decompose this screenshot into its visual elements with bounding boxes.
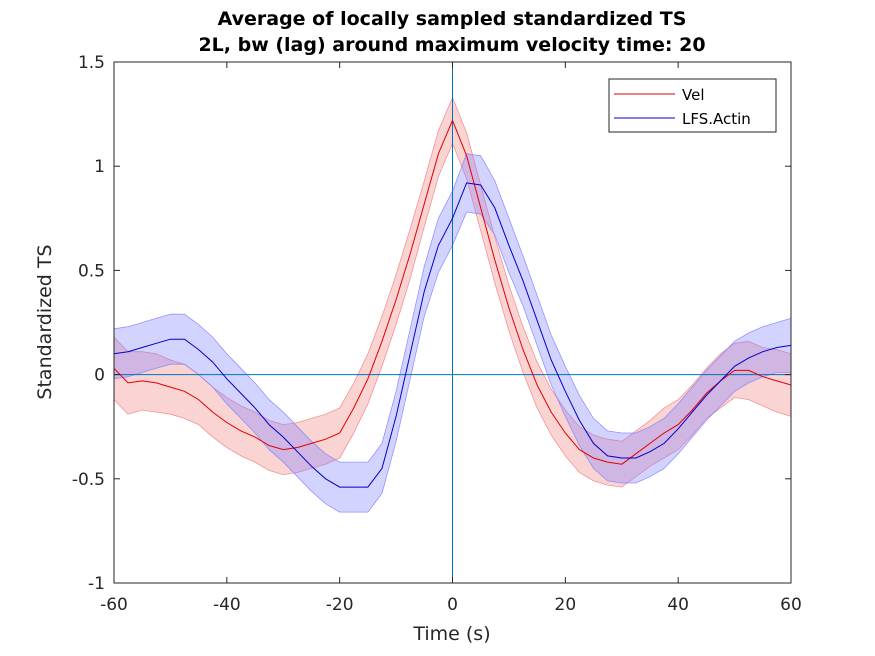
x-tick-label: -20 <box>326 595 354 615</box>
chart-subtitle: 2L, bw (lag) around maximum velocity tim… <box>198 34 705 56</box>
y-axis-ticks: 1.5 1 0.5 0 -0.5 -1 <box>72 53 791 594</box>
x-tick-label: 60 <box>780 595 802 615</box>
series-line-lfs-actin <box>113 182 792 488</box>
y-axis-label: Standardized TS <box>34 244 56 399</box>
y-tick-label: 1.5 <box>78 53 105 73</box>
y-tick-label: 1 <box>94 157 105 177</box>
x-tick-label: 40 <box>667 595 689 615</box>
series-lines <box>113 119 792 488</box>
y-tick-label: -1 <box>88 574 105 594</box>
y-tick-label: 0 <box>94 366 105 386</box>
x-axis-label: Time (s) <box>412 623 490 645</box>
legend-label-lfs-actin: LFS.Actin <box>682 110 751 128</box>
x-tick-label: 0 <box>447 595 458 615</box>
x-tick-label: 20 <box>555 595 577 615</box>
legend-box <box>608 78 777 133</box>
y-tick-label: -0.5 <box>72 470 105 490</box>
x-tick-label: -40 <box>213 595 241 615</box>
legend-label-vel: Vel <box>682 86 705 104</box>
chart-title: Average of locally sampled standardized … <box>218 8 687 30</box>
x-tick-label: -60 <box>100 595 128 615</box>
reference-lines <box>114 62 791 583</box>
legend: Vel LFS.Actin <box>608 78 777 133</box>
x-axis-ticks: -60 -40 -20 0 20 40 60 <box>100 62 802 615</box>
y-tick-label: 0.5 <box>78 261 105 281</box>
series-line-vel <box>113 119 792 465</box>
